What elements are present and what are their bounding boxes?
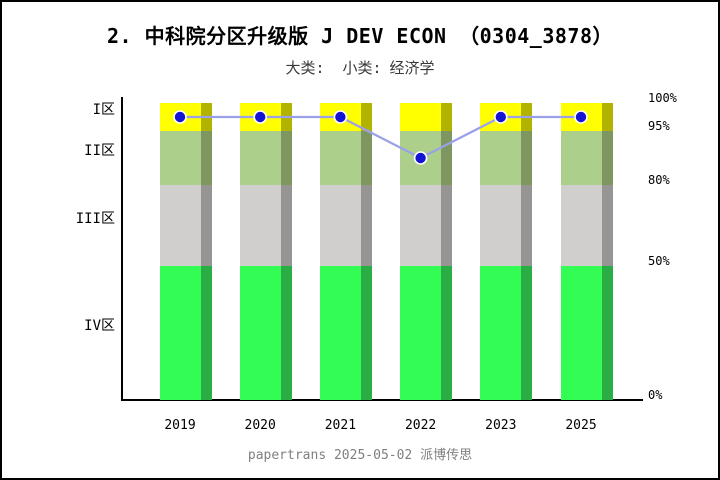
bar-segment-shadow-2020-II区 bbox=[280, 131, 292, 185]
x-tick-2023: 2023 bbox=[485, 418, 517, 433]
minor-category-label: 小类: bbox=[342, 59, 382, 77]
bar-segment-2025-I区 bbox=[560, 103, 602, 131]
zone-label-II区: II区 bbox=[84, 143, 115, 159]
bar-segment-2020-II区 bbox=[239, 131, 281, 185]
bar-segment-2022-II区 bbox=[400, 131, 442, 185]
chart-title: 2. 中科院分区升级版 J DEV ECON （0304_3878） bbox=[107, 24, 613, 48]
right-tick-100%: 100% bbox=[648, 91, 677, 105]
bar-segment-2022-IV区 bbox=[400, 266, 442, 400]
bar-segment-2020-IV区 bbox=[239, 266, 281, 400]
bar-segment-shadow-2025-IV区 bbox=[601, 266, 613, 400]
minor-category-value: 经济学 bbox=[389, 59, 435, 77]
bar-segment-shadow-2022-I区 bbox=[441, 103, 453, 131]
watermark-brand-cn: 派博传思 bbox=[420, 448, 473, 463]
x-tick-2020: 2020 bbox=[244, 418, 276, 433]
x-axis-line bbox=[121, 399, 643, 401]
bar-segment-2023-II区 bbox=[480, 131, 522, 185]
watermark-space-2 bbox=[412, 448, 420, 463]
right-tick-50%: 50% bbox=[648, 254, 670, 268]
bar-segment-shadow-2019-I区 bbox=[200, 103, 212, 131]
watermark-space-1 bbox=[326, 448, 334, 463]
bar-segment-shadow-2019-IV区 bbox=[200, 266, 212, 400]
bar-segment-2023-IV区 bbox=[480, 266, 522, 400]
watermark-footer: papertrans 2025-05-02 派博传思 bbox=[0, 444, 720, 463]
bar-segment-2019-II区 bbox=[159, 131, 201, 185]
bar-segment-shadow-2023-I区 bbox=[521, 103, 533, 131]
bar-segment-shadow-2019-III区 bbox=[200, 185, 212, 266]
bar-segment-2021-IV区 bbox=[319, 266, 361, 400]
zone-label-IV区: IV区 bbox=[84, 318, 115, 334]
right-tick-80%: 80% bbox=[648, 173, 670, 187]
zone-label-I区: I区 bbox=[92, 102, 115, 118]
bar-segment-shadow-2025-II区 bbox=[601, 131, 613, 185]
bar-segment-2021-III区 bbox=[319, 185, 361, 266]
bar-segment-2020-III区 bbox=[239, 185, 281, 266]
bar-segment-2019-III区 bbox=[159, 185, 201, 266]
bar-segment-shadow-2020-IV区 bbox=[280, 266, 292, 400]
bar-segment-2019-IV区 bbox=[159, 266, 201, 400]
x-tick-2019: 2019 bbox=[164, 418, 196, 433]
bar-segment-shadow-2023-IV区 bbox=[521, 266, 533, 400]
bar-segment-2025-IV区 bbox=[560, 266, 602, 400]
major-category-label: 大类: bbox=[285, 59, 325, 77]
bar-segment-2019-I区 bbox=[159, 103, 201, 131]
bar-segment-shadow-2021-II区 bbox=[360, 131, 372, 185]
bar-segment-2021-II区 bbox=[319, 131, 361, 185]
bar-segment-2023-I区 bbox=[480, 103, 522, 131]
bar-segment-2023-III区 bbox=[480, 185, 522, 266]
watermark-brand: papertrans bbox=[247, 448, 327, 463]
x-tick-2025: 2025 bbox=[565, 418, 597, 433]
right-tick-0%: 0% bbox=[648, 388, 663, 402]
bar-segment-shadow-2021-IV区 bbox=[360, 266, 372, 400]
bar-segment-shadow-2023-III区 bbox=[521, 185, 533, 266]
bar-segment-2025-III区 bbox=[560, 185, 602, 266]
bar-segment-shadow-2025-I区 bbox=[601, 103, 613, 131]
bar-segment-shadow-2025-III区 bbox=[601, 185, 613, 266]
bar-segment-shadow-2022-IV区 bbox=[441, 266, 453, 400]
bar-segment-shadow-2022-III区 bbox=[441, 185, 453, 266]
bar-segment-shadow-2020-I区 bbox=[280, 103, 292, 131]
bar-segment-2020-I区 bbox=[239, 103, 281, 131]
right-tick-95%: 95% bbox=[648, 119, 670, 133]
zone-label-III区: III区 bbox=[75, 210, 115, 227]
bar-segment-shadow-2020-III区 bbox=[280, 185, 292, 266]
bar-segment-2021-I区 bbox=[319, 103, 361, 131]
bar-segment-shadow-2023-II区 bbox=[521, 131, 533, 185]
x-tick-2022: 2022 bbox=[404, 418, 437, 433]
watermark-date: 2025-05-02 bbox=[333, 448, 413, 463]
bar-segment-2025-II区 bbox=[560, 131, 602, 185]
bar-segment-2022-III区 bbox=[400, 185, 442, 266]
chart-subtitle: 大类: 小类: 经济学 bbox=[0, 57, 720, 78]
x-tick-2021: 2021 bbox=[324, 418, 357, 433]
bar-segment-shadow-2021-III区 bbox=[360, 185, 372, 266]
bar-segment-shadow-2019-II区 bbox=[200, 131, 212, 185]
bar-segment-2022-I区 bbox=[400, 103, 442, 131]
y-axis-line bbox=[121, 97, 123, 400]
bar-segment-shadow-2022-II区 bbox=[441, 131, 453, 185]
bar-segment-shadow-2021-I区 bbox=[360, 103, 372, 131]
